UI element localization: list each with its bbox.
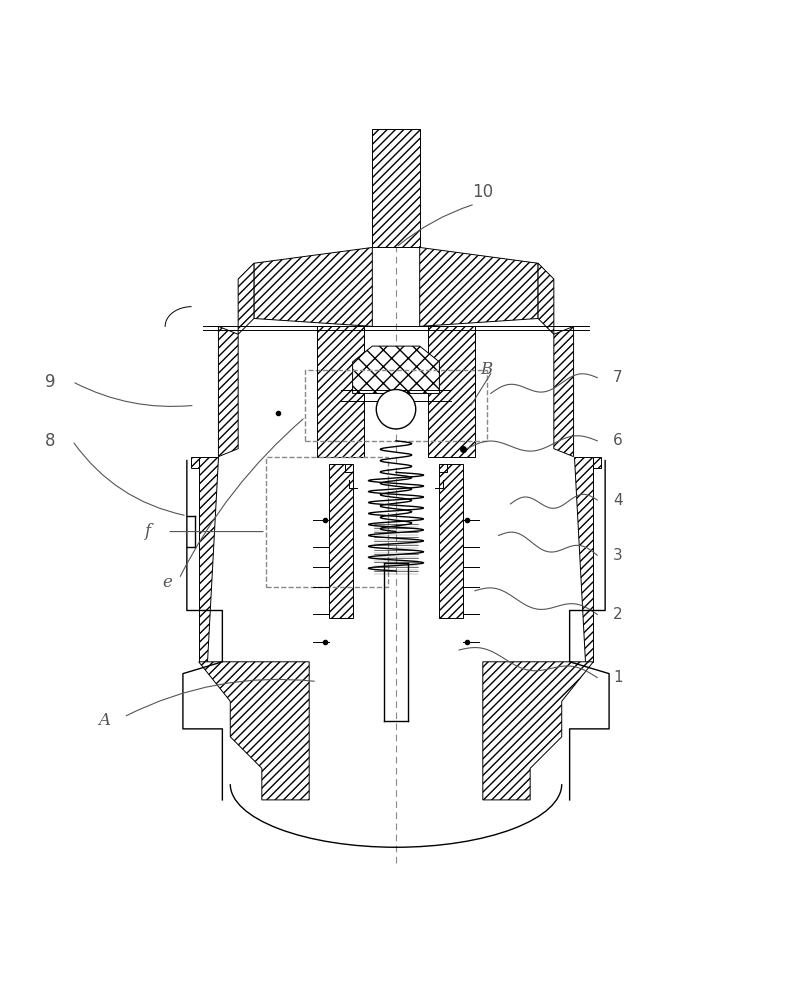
Text: 2: 2 [613,607,623,622]
Polygon shape [219,326,238,457]
Polygon shape [372,129,420,247]
Circle shape [376,390,416,429]
Text: 4: 4 [613,493,623,508]
Bar [305,370,487,441]
Polygon shape [428,326,475,457]
Polygon shape [199,662,309,800]
Polygon shape [317,326,364,457]
Polygon shape [199,457,219,662]
Polygon shape [573,457,593,662]
Polygon shape [420,247,538,326]
Polygon shape [254,247,372,326]
Polygon shape [329,464,352,618]
Polygon shape [440,464,463,618]
Polygon shape [238,263,254,334]
Text: 8: 8 [45,432,55,450]
Polygon shape [191,457,199,468]
Polygon shape [352,346,440,393]
Text: e: e [162,574,172,591]
Text: 1: 1 [613,670,623,685]
Polygon shape [554,326,573,457]
Text: A: A [98,712,110,729]
Text: 9: 9 [45,373,55,391]
Bar [266,457,388,587]
Polygon shape [593,457,601,468]
Text: 7: 7 [613,370,623,385]
Text: 10: 10 [472,183,493,201]
Polygon shape [483,662,593,800]
Text: B: B [481,361,493,378]
Text: 6: 6 [613,433,623,448]
Text: 3: 3 [613,548,623,563]
Polygon shape [538,263,554,334]
Text: f: f [144,523,150,540]
